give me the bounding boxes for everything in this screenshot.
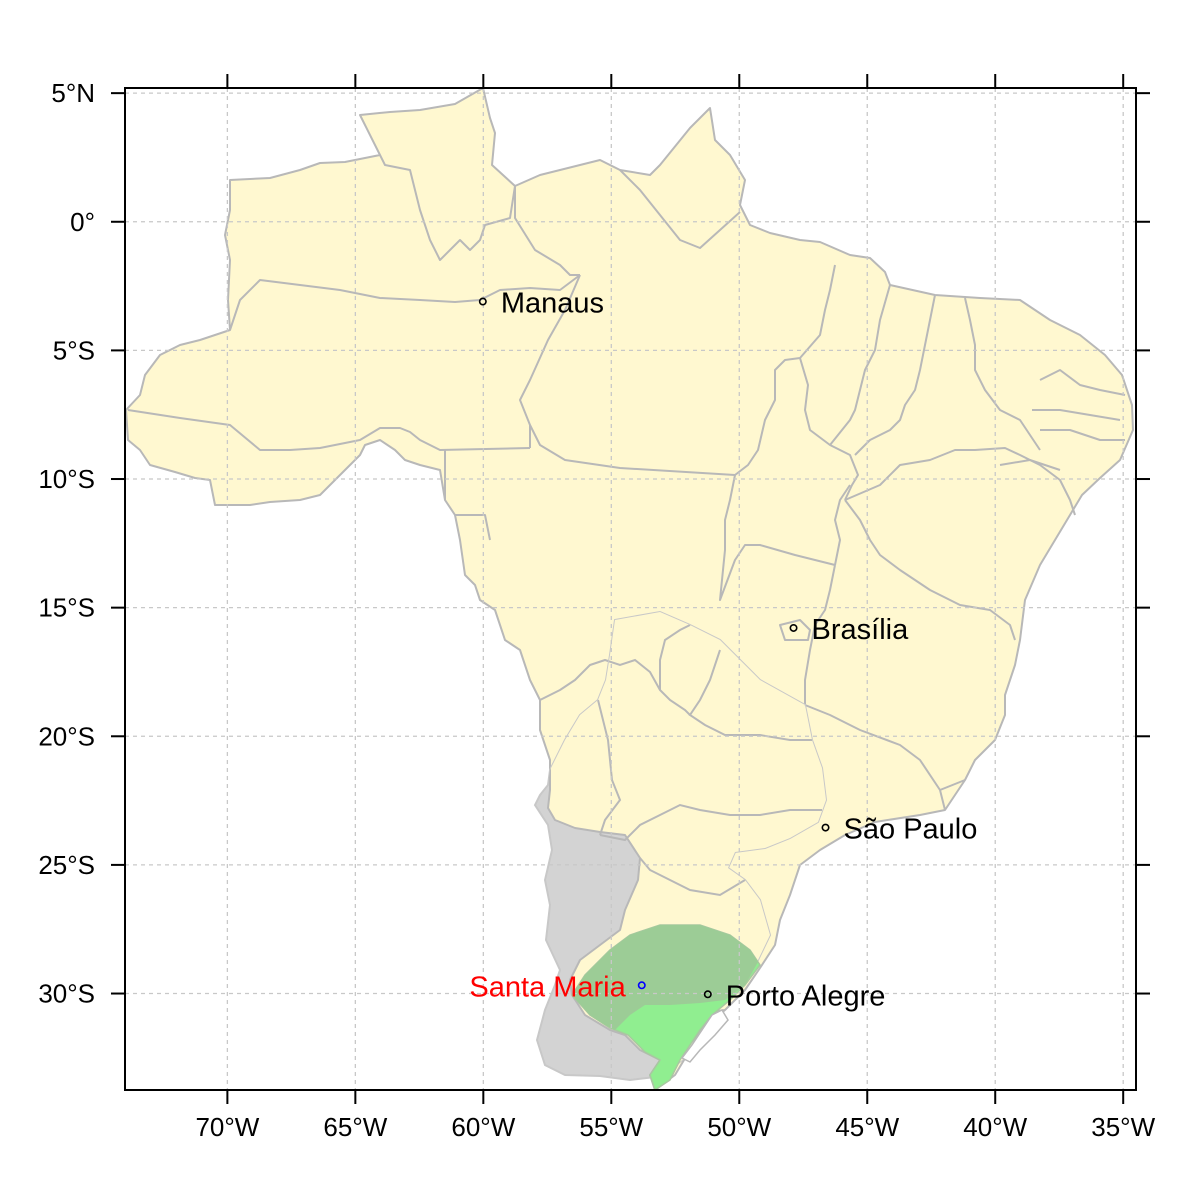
y-tick-label: 10°S	[38, 464, 95, 494]
city-marker-manaus	[478, 297, 487, 306]
axis-tick-labels: 70°W 65°W 60°W 55°W 50°W 45°W 40°W 35°W 5°N 0° 5°S…	[38, 78, 1155, 1142]
city-marker-brasilia	[789, 623, 798, 632]
y-tick-label: 5°N	[51, 78, 95, 108]
y-tick-label: 25°S	[38, 850, 95, 880]
x-tick-label: 55°W	[579, 1112, 643, 1142]
city-label-porto-alegre: Porto Alegre	[726, 980, 886, 1012]
x-tick-label: 60°W	[451, 1112, 515, 1142]
x-tick-label: 70°W	[195, 1112, 259, 1142]
axis-ticks	[111, 74, 1150, 1104]
x-tick-label: 45°W	[835, 1112, 899, 1142]
y-tick-label: 0°	[70, 207, 95, 237]
city-label-brasilia: Brasília	[812, 614, 910, 646]
y-tick-label: 5°S	[53, 335, 95, 365]
city-label-sao-paulo: São Paulo	[844, 814, 978, 846]
y-tick-label: 15°S	[38, 593, 95, 623]
graticule-grid	[125, 88, 1136, 1090]
x-tick-label: 35°W	[1091, 1112, 1155, 1142]
x-tick-label: 40°W	[963, 1112, 1027, 1142]
x-tick-label: 65°W	[323, 1112, 387, 1142]
y-tick-label: 20°S	[38, 721, 95, 751]
y-tick-label: 30°S	[38, 979, 95, 1009]
city-marker-sao-paulo	[821, 823, 830, 832]
rs-basin-overlap	[572, 925, 758, 1030]
city-label-santa-maria: Santa Maria	[469, 971, 626, 1003]
city-marker-porto-alegre	[703, 990, 712, 999]
lagoa-dos-patos	[680, 1009, 729, 1063]
map-frame	[124, 87, 1137, 1091]
city-marker-santa-maria	[637, 981, 646, 990]
city-markers: Manaus Brasília São Paulo Porto Alegre Santa…	[469, 288, 977, 1013]
x-tick-label: 50°W	[707, 1112, 771, 1142]
city-label-manaus: Manaus	[501, 288, 604, 320]
